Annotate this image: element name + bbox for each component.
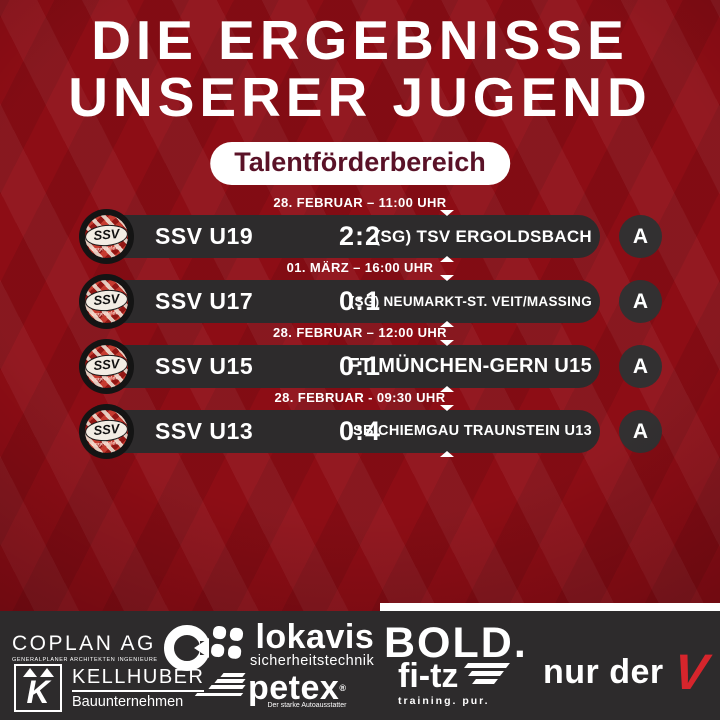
sponsor-lokavis: lokavis sicherheitstechnik [210,619,374,669]
petex-stripe [194,693,244,696]
crest-abbr: SSV [92,290,121,309]
match-row: 28. FEBRUAR – 11:00 UHR SSV Eggenfelden … [0,194,720,264]
home-team: SSV U19 [155,223,254,249]
fitz-name: fi-tz [398,657,459,695]
lokavis-dot [212,625,227,640]
club-crest-icon: SSV Eggenfelden [79,339,134,394]
kellhuber-peak [22,668,37,677]
lokavis-logo-icon [210,625,245,660]
petex-stripe [208,685,246,689]
match-bar-wrap: SSV Eggenfelden SSV U13 0:4 SB CHIEMGAU … [0,404,720,459]
lokavis-tagline: sicherheitstechnik [250,653,375,669]
club-crest-icon: SSV Eggenfelden [79,404,134,459]
lokavis-name: lokavis [255,618,375,656]
coplan-logo-icon [163,625,211,671]
match-bar-wrap: SSV Eggenfelden SSV U15 0:1 FT MÜNCHEN-G… [0,339,720,394]
away-badge: A [619,345,662,388]
lokavis-dot [210,642,225,658]
accent-stripe [380,603,720,611]
kellhuber-tagline: Bauunternehmen [72,693,184,710]
match-bar-wrap: SSV Eggenfelden SSV U19 2:2 (SG) TSV ERG… [0,209,720,264]
nurder-v-mark: V [670,644,710,700]
coplan-triangle [193,638,209,658]
category-badge: Talentförderbereich [210,142,510,185]
sponsor-bold: BOLD. [384,619,528,667]
coplan-text: COPLAN AG GENERALPLANER ARCHITEKTEN INGE… [12,632,158,664]
lokavis-dot [229,627,244,642]
coplan-name: COPLAN AG [12,632,156,655]
fitz-stripe [464,663,511,668]
petex-name: petex® [248,671,346,705]
away-badge: A [619,215,662,258]
kellhuber-text: KELLHUBER Bauunternehmen [72,666,205,710]
opponent-team: FT MÜNCHEN-GERN U15 [347,355,592,377]
match-row: 28. FEBRUAR - 09:30 UHR SSV Eggenfelden … [0,389,720,459]
kellhuber-logo-icon: K [14,664,62,712]
coplan-tagline: GENERALPLANER ARCHITEKTEN INGENIEURE [12,657,158,663]
crest-abbr: SSV [92,225,121,244]
kellhuber-name: KELLHUBER [72,666,205,692]
fitz-stripe [468,671,505,676]
match-list: 28. FEBRUAR – 11:00 UHR SSV Eggenfelden … [0,194,720,459]
kellhuber-k-mark: K [26,674,50,710]
sponsor-petex: petex® Der starke Autoausstatter [194,671,347,709]
page-title: DIE ERGEBNISSE UNSERER JUGEND [0,12,720,126]
title-line-1: DIE ERGEBNISSE [91,9,629,71]
home-team: SSV U13 [155,418,254,444]
fitz-stripe [472,679,499,684]
petex-row: petex® [194,671,346,705]
fitz-tagline: training. pur. [398,695,490,707]
match-row: 28. FEBRUAR – 12:00 UHR SSV Eggenfelden … [0,324,720,394]
lokavis-dot [227,644,242,659]
away-badge: A [619,410,662,453]
petex-wordmark: petex [248,669,340,707]
sponsor-kellhuber: K KELLHUBER Bauunternehmen [14,664,205,712]
petex-registered-icon: ® [339,683,347,693]
crest-abbr: SSV [92,355,121,374]
crest-abbr: SSV [92,420,121,439]
petex-tagline: Der starke Autoausstatter [267,702,347,709]
opponent-team: (SG) TSV ERGOLDSBACH [374,227,592,246]
home-team: SSV U15 [155,353,254,379]
fitz-row: fi-tz [398,657,511,695]
club-crest-icon: SSV Eggenfelden [79,274,134,329]
lokavis-text: lokavis sicherheitstechnik [250,619,374,669]
club-crest-icon: SSV Eggenfelden [79,209,134,264]
nurder-text: nur der [543,652,664,691]
sponsor-coplan: COPLAN AG GENERALPLANER ARCHITEKTEN INGE… [12,625,211,671]
petex-logo-icon [194,671,248,699]
opponent-team: SB CHIEMGAU TRAUNSTEIN U13 [352,423,592,439]
sponsor-fitz: fi-tz training. pur. [398,657,511,707]
match-bar-wrap: SSV Eggenfelden SSV U17 0:1 (SG) NEUMARK… [0,274,720,329]
fitz-wing-icon [460,663,511,689]
sponsor-nur-der-v: nur der V [543,644,710,700]
petex-stripe [220,673,246,677]
away-badge: A [619,280,662,323]
petex-stripe [214,679,246,683]
kellhuber-peak [39,668,54,677]
opponent-team: (SG) NEUMARKT-ST. VEIT/MASSING [349,294,592,309]
kellhuber-peaks [16,668,60,677]
home-team: SSV U17 [155,288,254,314]
sponsor-footer: COPLAN AG GENERALPLANER ARCHITEKTEN INGE… [0,603,720,720]
match-row: 01. MÄRZ – 16:00 UHR SSV Eggenfelden SSV… [0,259,720,329]
title-line-2: UNSERER JUGEND [68,66,652,128]
